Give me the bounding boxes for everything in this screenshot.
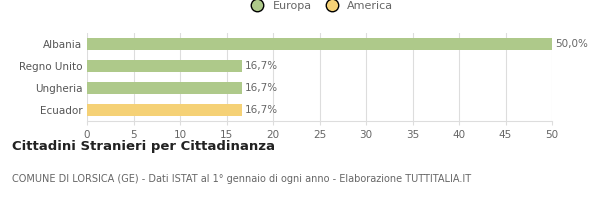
Text: 16,7%: 16,7% (245, 61, 278, 71)
Bar (87, 82, 242, 94)
Text: Cittadini Stranieri per Cittadinanza: Cittadini Stranieri per Cittadinanza (12, 140, 275, 153)
Text: 16,7%: 16,7% (245, 83, 278, 93)
Text: 16,7%: 16,7% (245, 105, 278, 115)
Bar (87, 60, 242, 72)
Bar (87, 104, 242, 116)
Legend: Europa, America: Europa, America (244, 0, 395, 13)
Text: COMUNE DI LORSICA (GE) - Dati ISTAT al 1° gennaio di ogni anno - Elaborazione TU: COMUNE DI LORSICA (GE) - Dati ISTAT al 1… (12, 174, 471, 184)
Bar (87, 38, 552, 50)
Text: 50,0%: 50,0% (555, 39, 587, 49)
